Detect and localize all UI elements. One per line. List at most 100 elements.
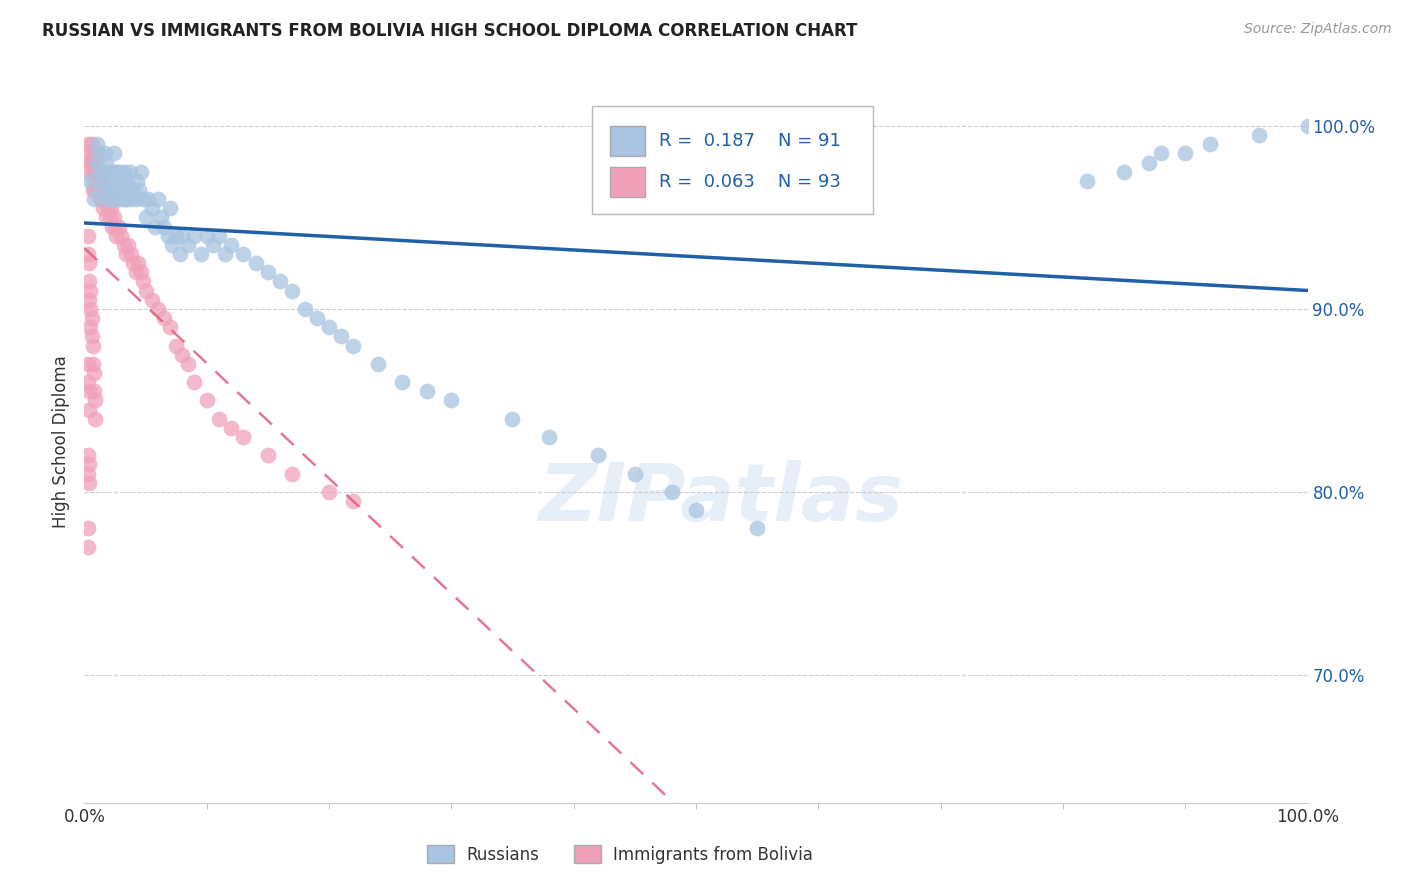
Text: RUSSIAN VS IMMIGRANTS FROM BOLIVIA HIGH SCHOOL DIPLOMA CORRELATION CHART: RUSSIAN VS IMMIGRANTS FROM BOLIVIA HIGH … xyxy=(42,22,858,40)
Point xyxy=(83,192,105,206)
Point xyxy=(201,238,224,252)
Point xyxy=(83,155,105,169)
Point xyxy=(97,202,120,216)
Point xyxy=(87,183,110,197)
Point xyxy=(1296,119,1319,133)
Point xyxy=(195,228,218,243)
Point xyxy=(245,256,267,270)
Point xyxy=(747,521,769,535)
Bar xyxy=(610,167,644,197)
Point xyxy=(661,484,683,499)
Point xyxy=(79,320,101,334)
Point xyxy=(156,228,179,243)
Point xyxy=(105,228,128,243)
Point xyxy=(342,338,364,352)
Point xyxy=(97,183,120,197)
Point xyxy=(79,284,101,298)
Point xyxy=(87,165,110,179)
Point xyxy=(1076,174,1098,188)
Point xyxy=(89,165,111,179)
Point xyxy=(98,211,121,225)
Point xyxy=(159,202,181,216)
Point xyxy=(77,247,100,261)
Point xyxy=(1247,128,1270,143)
Point xyxy=(96,155,118,169)
Point xyxy=(120,192,142,206)
Point xyxy=(115,247,138,261)
Point xyxy=(80,311,103,326)
Point xyxy=(91,202,114,216)
Point xyxy=(91,165,114,179)
Point xyxy=(190,247,212,261)
Point xyxy=(208,228,231,243)
Point xyxy=(83,366,105,380)
Point xyxy=(177,357,200,371)
Point xyxy=(111,174,134,188)
Point xyxy=(96,192,118,206)
Point xyxy=(77,448,100,462)
Text: Source: ZipAtlas.com: Source: ZipAtlas.com xyxy=(1244,22,1392,37)
Point xyxy=(146,301,169,316)
Point xyxy=(143,219,166,234)
Point xyxy=(104,219,127,234)
Point xyxy=(93,174,115,188)
Point xyxy=(77,475,100,490)
Point xyxy=(150,211,173,225)
Point xyxy=(87,183,110,197)
Point xyxy=(96,211,118,225)
Point xyxy=(83,174,105,188)
Point xyxy=(120,247,142,261)
Point xyxy=(107,183,129,197)
Point xyxy=(77,521,100,535)
Point xyxy=(97,192,120,206)
Point xyxy=(82,183,104,197)
Point xyxy=(214,247,236,261)
Point xyxy=(114,192,136,206)
Point xyxy=(82,146,104,161)
Point xyxy=(440,393,463,408)
Y-axis label: High School Diploma: High School Diploma xyxy=(52,355,70,528)
Point xyxy=(257,448,280,462)
Point xyxy=(129,165,152,179)
Text: R =  0.187    N = 91: R = 0.187 N = 91 xyxy=(659,132,841,150)
Point xyxy=(136,192,159,206)
Point xyxy=(125,192,148,206)
Point xyxy=(122,183,145,197)
Point xyxy=(153,219,176,234)
Point xyxy=(165,338,187,352)
Point xyxy=(79,174,101,188)
Point xyxy=(135,284,157,298)
Point xyxy=(93,192,115,206)
Point xyxy=(84,411,107,425)
Point xyxy=(115,192,138,206)
Point xyxy=(367,357,389,371)
Text: Russians: Russians xyxy=(465,846,538,863)
Point xyxy=(91,183,114,197)
Point xyxy=(117,183,139,197)
Point xyxy=(86,155,108,169)
Point xyxy=(80,155,103,169)
Point xyxy=(100,202,122,216)
Point xyxy=(183,228,205,243)
Point xyxy=(84,183,107,197)
Point xyxy=(100,192,122,206)
Point xyxy=(117,238,139,252)
Point xyxy=(141,293,163,307)
Point xyxy=(101,174,124,188)
Point xyxy=(79,165,101,179)
Point xyxy=(624,467,647,481)
Point xyxy=(104,183,127,197)
Point xyxy=(77,357,100,371)
Point xyxy=(77,402,100,417)
Point xyxy=(281,467,304,481)
Point xyxy=(1198,137,1220,152)
Bar xyxy=(427,846,454,863)
Point xyxy=(416,384,439,399)
Point xyxy=(342,494,364,508)
Point xyxy=(269,275,291,289)
Point xyxy=(77,275,100,289)
Point xyxy=(96,192,118,206)
Point xyxy=(79,155,101,169)
Bar xyxy=(610,126,644,156)
Point xyxy=(94,146,117,161)
